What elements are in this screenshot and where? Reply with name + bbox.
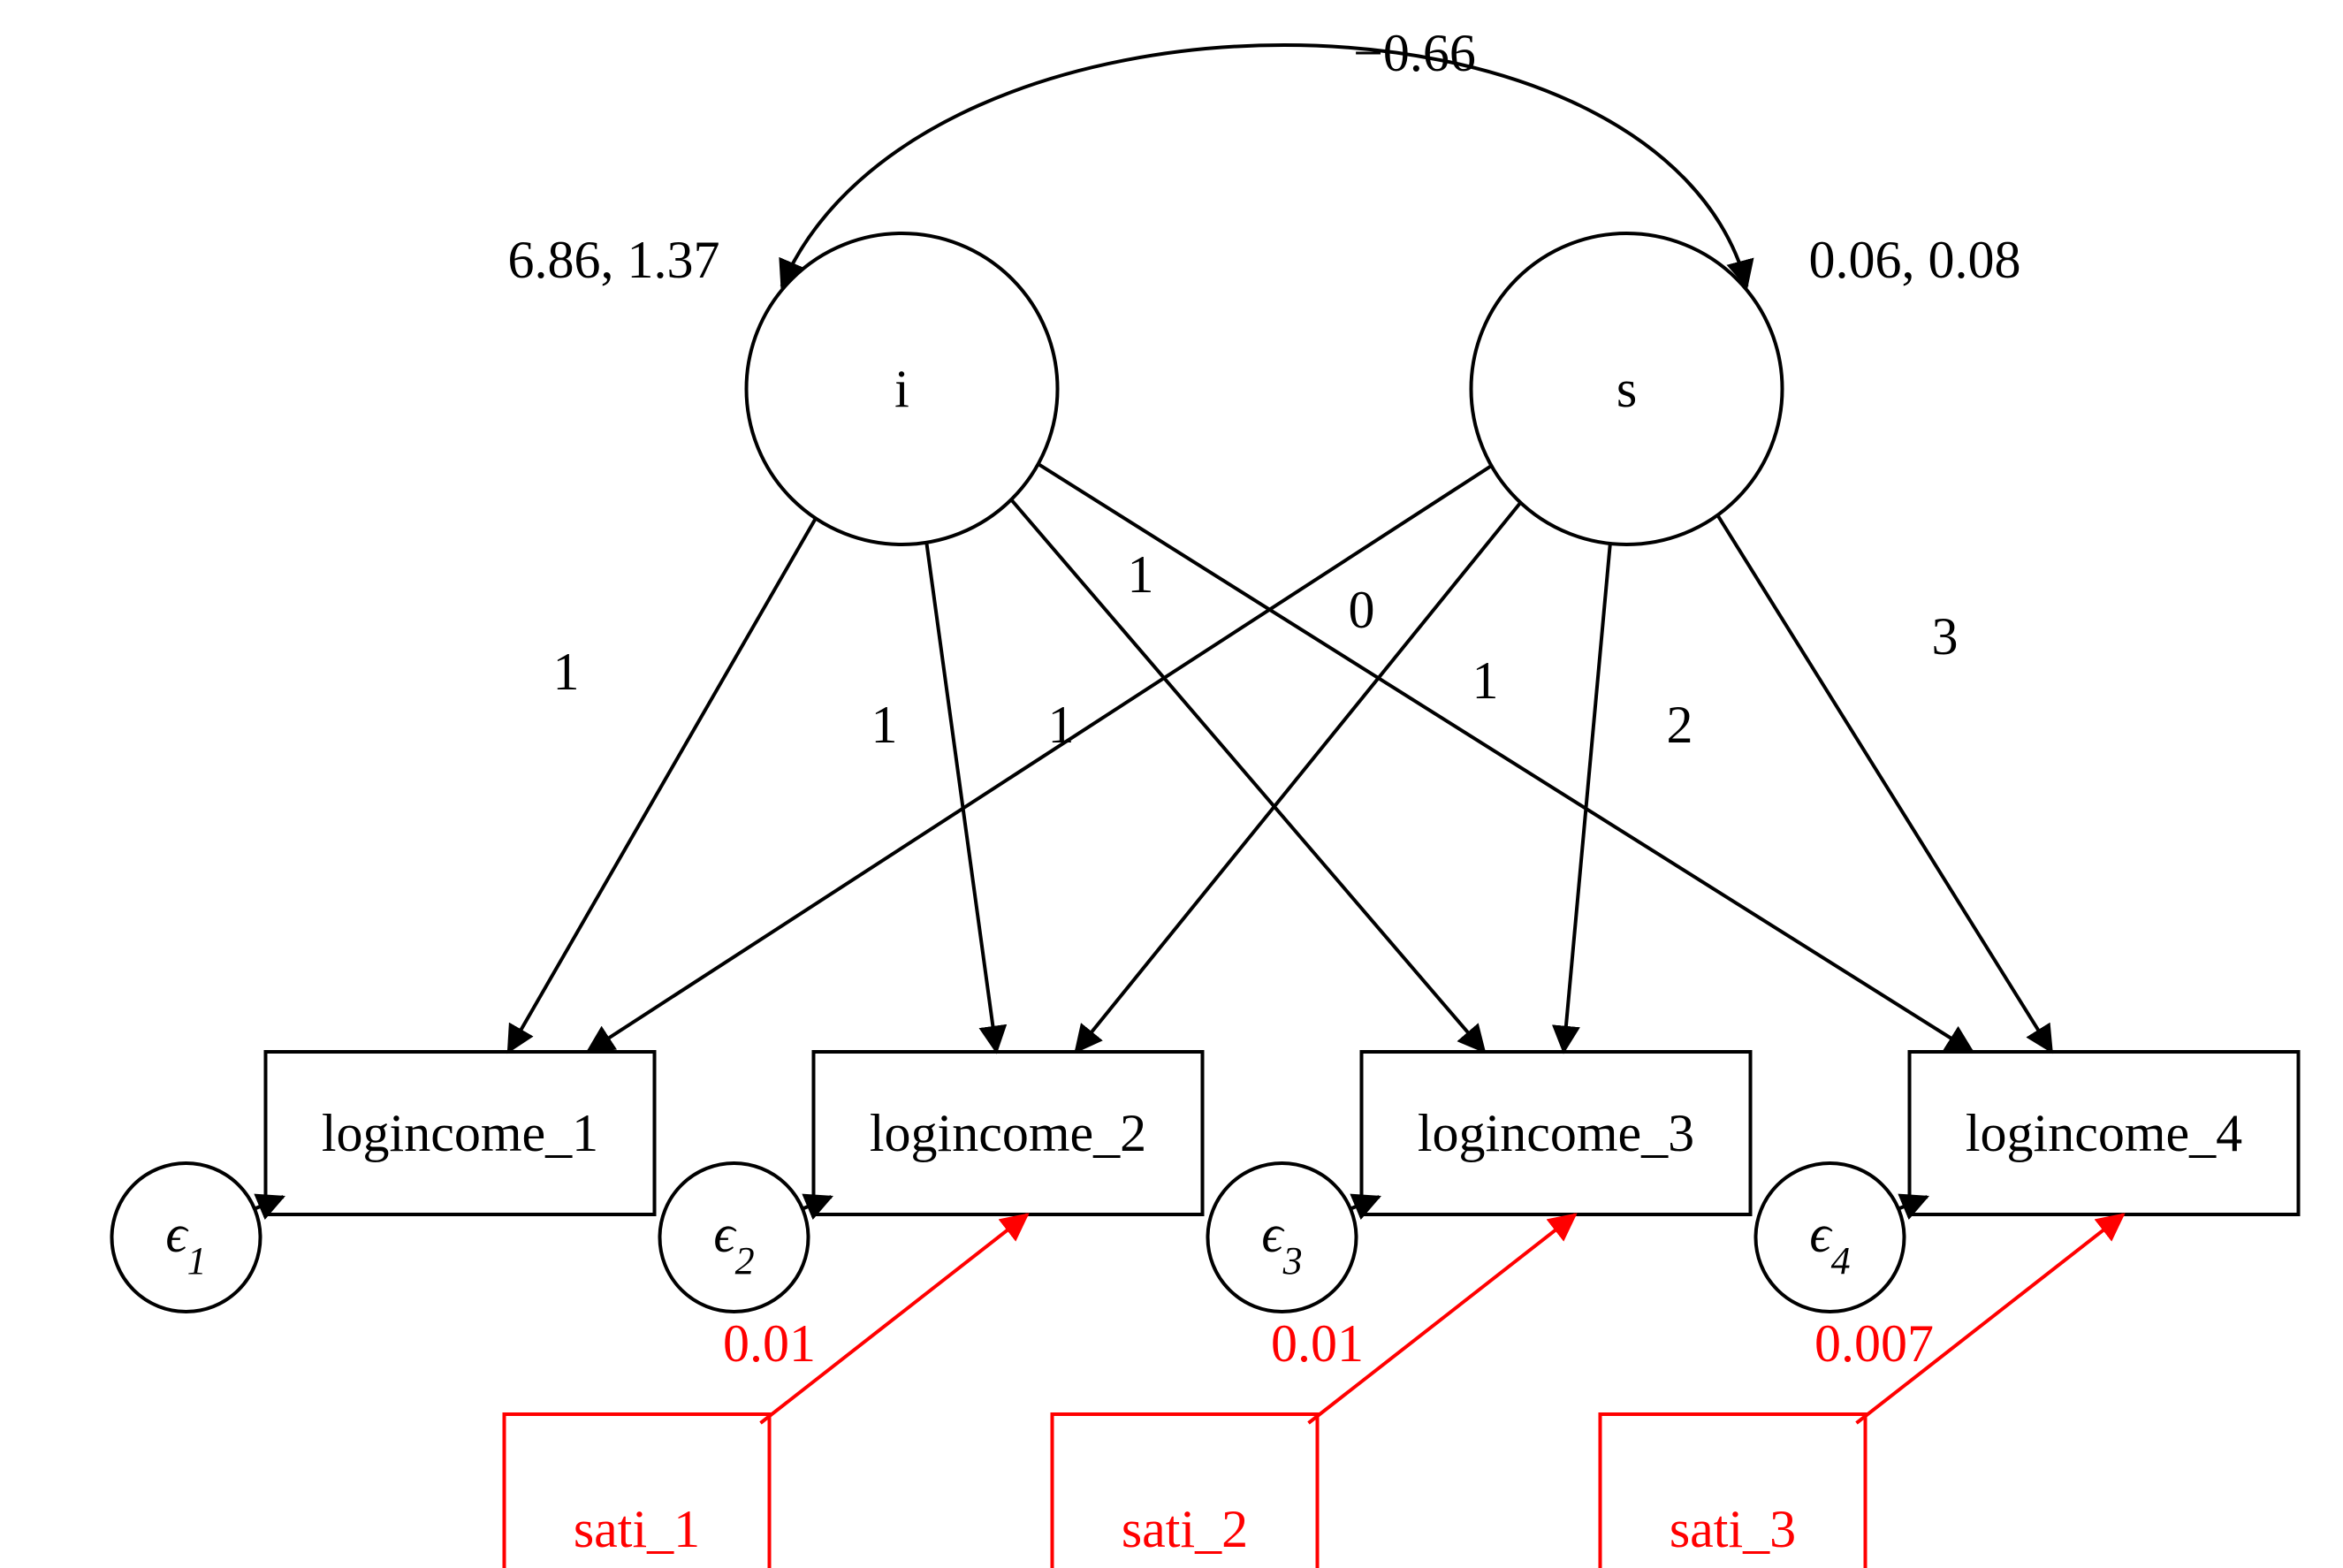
path-diagram: i 6.86, 1.37 s 0.06, 0.08 logincome_1 loginco… bbox=[0, 0, 2343, 1568]
path-i-y1-label: 1 bbox=[553, 643, 580, 701]
path-i-y1 bbox=[508, 518, 816, 1052]
path-e1-y1 bbox=[255, 1197, 284, 1209]
path-i-y3 bbox=[1011, 499, 1485, 1052]
observed-y4-label: logincome_4 bbox=[1966, 1104, 2242, 1162]
path-e3-y3 bbox=[1350, 1197, 1380, 1209]
error-e3-label: ϵ3 bbox=[1261, 1205, 1302, 1283]
path-s-y1 bbox=[588, 466, 1492, 1052]
covariate-x1-label: sati_1 bbox=[574, 1500, 700, 1558]
latent-s-label: s bbox=[1617, 360, 1637, 418]
cov-arc-i-s bbox=[782, 45, 1747, 286]
path-i-y4-label: 1 bbox=[1472, 651, 1499, 710]
path-x3-y4-label: 0.007 bbox=[1814, 1314, 1934, 1373]
error-e4-label: ϵ4 bbox=[1809, 1205, 1850, 1283]
path-x1-y2-label: 0.01 bbox=[723, 1314, 816, 1373]
path-e4-y4 bbox=[1898, 1197, 1928, 1209]
path-i-y3-label: 1 bbox=[1128, 545, 1154, 604]
error-e2-label: ϵ2 bbox=[713, 1205, 754, 1283]
error-e1-label: ϵ1 bbox=[165, 1205, 206, 1283]
latent-i-params: 6.86, 1.37 bbox=[508, 231, 720, 289]
path-s-y1-label: 0 bbox=[1349, 581, 1375, 639]
observed-y1-label: logincome_1 bbox=[322, 1104, 598, 1162]
covariate-x3-label: sati_3 bbox=[1670, 1500, 1796, 1558]
latent-i-label: i bbox=[894, 360, 909, 418]
cov-arc-i-s-label: −0.66 bbox=[1353, 24, 1476, 82]
latent-s-params: 0.06, 0.08 bbox=[1809, 231, 2021, 289]
path-s-y3-label: 2 bbox=[1667, 696, 1693, 754]
path-s-y4-label: 3 bbox=[1932, 607, 1959, 666]
path-x2-y3-label: 0.01 bbox=[1271, 1314, 1364, 1373]
path-s-y4 bbox=[1717, 515, 2051, 1052]
path-i-y4 bbox=[1038, 464, 1973, 1052]
path-i-y2 bbox=[926, 543, 996, 1052]
observed-y2-label: logincome_2 bbox=[870, 1104, 1146, 1162]
path-s-y2-label: 1 bbox=[1048, 696, 1075, 754]
path-e2-y2 bbox=[803, 1197, 832, 1209]
covariate-x2-label: sati_2 bbox=[1122, 1500, 1248, 1558]
path-i-y2-label: 1 bbox=[871, 696, 898, 754]
observed-y3-label: logincome_3 bbox=[1418, 1104, 1694, 1162]
